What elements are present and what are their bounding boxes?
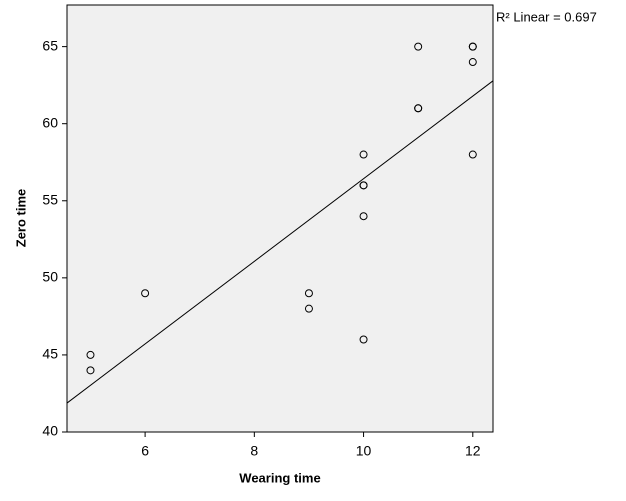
point bbox=[359, 212, 368, 221]
point bbox=[304, 304, 313, 313]
y-tick-label: 60 bbox=[42, 114, 58, 130]
y-tick-label: 40 bbox=[42, 423, 58, 439]
point bbox=[86, 350, 95, 359]
point bbox=[468, 150, 477, 159]
point bbox=[414, 104, 423, 113]
y-tick-label: 50 bbox=[42, 269, 58, 285]
point bbox=[414, 42, 423, 51]
fit-line bbox=[66, 80, 494, 404]
point bbox=[86, 366, 95, 375]
point bbox=[304, 289, 313, 298]
plot-area bbox=[66, 4, 494, 433]
y-tick-label: 65 bbox=[42, 37, 58, 53]
x-tick-label: 10 bbox=[356, 443, 372, 459]
point bbox=[359, 335, 368, 344]
point bbox=[468, 58, 477, 67]
point bbox=[359, 181, 368, 190]
annotation: R² Linear = 0.697 bbox=[496, 9, 597, 24]
y-axis-title: Zero time bbox=[13, 189, 28, 248]
point bbox=[468, 42, 477, 51]
y-tick-label: 55 bbox=[42, 191, 58, 207]
x-tick-label: 6 bbox=[141, 443, 149, 459]
x-tick-label: 12 bbox=[465, 443, 481, 459]
x-axis-title: Wearing time bbox=[239, 470, 320, 485]
point bbox=[141, 289, 150, 298]
x-tick-label: 8 bbox=[250, 443, 258, 459]
point bbox=[359, 150, 368, 159]
y-tick-label: 45 bbox=[42, 346, 58, 362]
